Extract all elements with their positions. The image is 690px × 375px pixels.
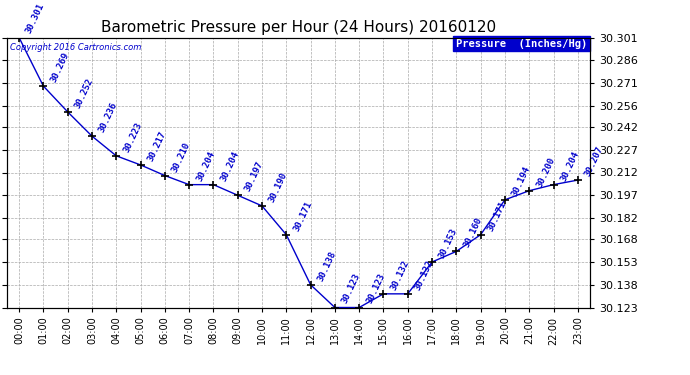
Text: 30.123: 30.123 [340, 272, 362, 305]
Text: 30.301: 30.301 [25, 2, 46, 35]
Text: 30.153: 30.153 [437, 227, 460, 260]
Text: 30.160: 30.160 [462, 216, 484, 249]
Text: Pressure  (Inches/Hg): Pressure (Inches/Hg) [456, 39, 587, 49]
Text: 30.252: 30.252 [73, 76, 95, 110]
Text: 30.204: 30.204 [559, 149, 581, 183]
Text: 30.269: 30.269 [49, 51, 70, 84]
Text: 30.190: 30.190 [268, 171, 289, 204]
Text: 30.132: 30.132 [389, 259, 411, 292]
Text: 30.204: 30.204 [195, 149, 217, 183]
Text: 30.210: 30.210 [170, 140, 192, 173]
Text: 30.123: 30.123 [365, 272, 386, 305]
Text: 30.171: 30.171 [292, 200, 314, 232]
Text: Copyright 2016 Cartronics.com: Copyright 2016 Cartronics.com [10, 43, 141, 52]
Text: 30.197: 30.197 [244, 160, 265, 193]
Text: 30.200: 30.200 [535, 156, 557, 189]
Title: Barometric Pressure per Hour (24 Hours) 20160120: Barometric Pressure per Hour (24 Hours) … [101, 20, 496, 35]
Text: 30.132: 30.132 [413, 259, 435, 292]
Text: 30.236: 30.236 [97, 101, 119, 134]
Text: 30.171: 30.171 [486, 200, 508, 232]
Text: 30.217: 30.217 [146, 130, 168, 163]
Text: 30.207: 30.207 [583, 145, 605, 178]
Text: 30.138: 30.138 [316, 249, 338, 283]
Text: 30.223: 30.223 [121, 121, 144, 154]
Text: 30.204: 30.204 [219, 149, 241, 183]
Text: 30.194: 30.194 [511, 165, 532, 198]
